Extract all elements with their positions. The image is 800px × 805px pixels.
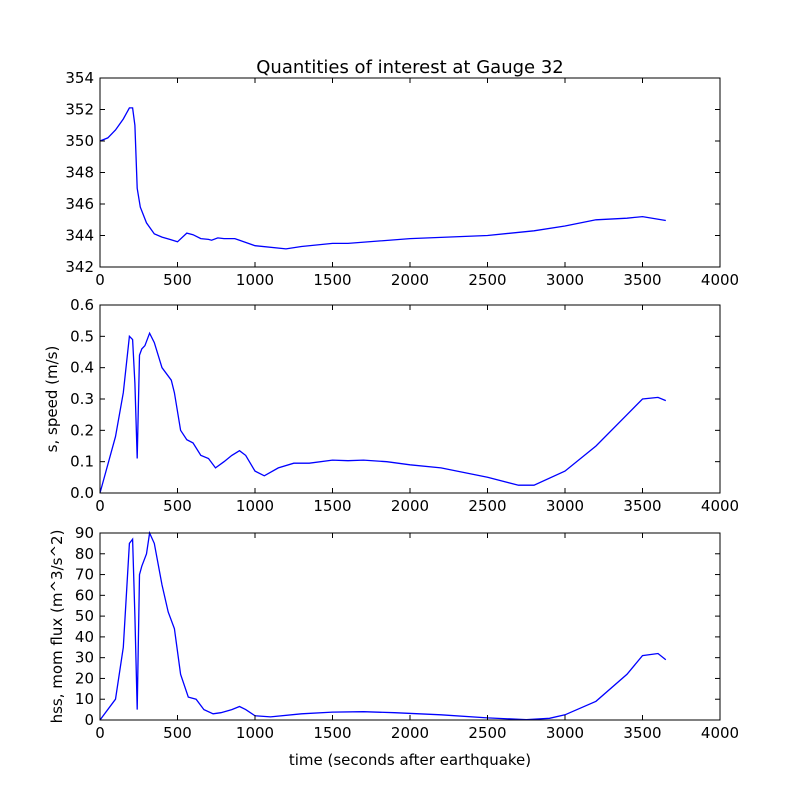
data-line [99, 530, 667, 721]
y-tick-label: 346 [65, 195, 94, 213]
x-tick-label: 3000 [546, 271, 584, 289]
y-tick-label: 0.0 [70, 484, 94, 502]
subplot-1: 0 500 1000 1500 2000 2500 3000 3500 4000 342 344 34… [65, 69, 739, 289]
x-tick-label: 4000 [701, 497, 739, 515]
y-tick-label: 50 [75, 607, 94, 625]
x-tick-label: 3500 [623, 271, 661, 289]
y-tick-label: 0.6 [70, 296, 94, 314]
y-tick-label: 90 [75, 524, 94, 542]
x-tick-label: 500 [163, 724, 192, 742]
x-tick-label: 3000 [546, 497, 584, 515]
x-tick-label: 2500 [468, 724, 506, 742]
y-tick-label: 70 [75, 566, 94, 584]
x-tick-label: 3000 [546, 724, 584, 742]
data-line [99, 331, 667, 494]
y-tick-label: 30 [75, 649, 94, 667]
y-tick-label: 0.4 [70, 359, 94, 377]
y-tick-label: 350 [65, 132, 94, 150]
y-tick-label: 10 [75, 690, 94, 708]
y-tick-label: 0.3 [70, 390, 94, 408]
chart-title: Quantities of interest at Gauge 32 [256, 57, 563, 78]
x-tick-label: 2000 [391, 271, 429, 289]
y-tick-label: 0.2 [70, 421, 94, 439]
y-tick-label: 352 [65, 101, 94, 119]
x-tick-label: 0 [95, 724, 105, 742]
y-tick-label: 0.5 [70, 327, 94, 345]
x-tick-label: 1500 [313, 497, 351, 515]
x-tick-label: 2500 [468, 271, 506, 289]
x-tick-label: 4000 [701, 271, 739, 289]
data-line [99, 107, 666, 250]
y-tick-label: 354 [65, 69, 94, 87]
x-tick-label: 4000 [701, 724, 739, 742]
x-tick-label: 2000 [391, 497, 429, 515]
y-tick-label: 348 [65, 164, 94, 182]
x-axis-label: time (seconds after earthquake) [289, 751, 531, 769]
x-tick-label: 2000 [391, 724, 429, 742]
x-tick-label: 1500 [313, 724, 351, 742]
y-axis-label: s, speed (m/s) [43, 346, 61, 453]
x-tick-label: 1000 [236, 724, 274, 742]
y-tick-label: 0.1 [70, 453, 94, 471]
y-tick-label: 344 [65, 227, 94, 245]
x-tick-label: 1000 [236, 271, 274, 289]
x-tick-label: 0 [95, 271, 105, 289]
y-tick-label: 20 [75, 669, 94, 687]
x-tick-label: 1000 [236, 497, 274, 515]
y-tick-label: 60 [75, 586, 94, 604]
x-tick-label: 500 [163, 271, 192, 289]
y-tick-label: 0 [84, 711, 94, 729]
y-axis-label: hss, mom flux (m^3/s^2) [48, 530, 66, 724]
subplot-3: 0 500 1000 1500 2000 2500 3000 3500 400001020304… [48, 524, 739, 742]
y-tick-label: 342 [65, 258, 94, 276]
x-tick-label: 3500 [623, 497, 661, 515]
y-tick-label: 80 [75, 545, 94, 563]
x-tick-label: 3500 [623, 724, 661, 742]
x-tick-label: 1500 [313, 271, 351, 289]
axes-frame [99, 532, 721, 721]
x-tick-label: 2500 [468, 497, 506, 515]
x-tick-label: 0 [95, 497, 105, 515]
y-tick-label: 40 [75, 628, 94, 646]
subplot-2: 0 500 1000 1500 2000 2500 3000 3500 4000 0.0 0.1 0.… [43, 296, 739, 515]
x-tick-label: 500 [163, 497, 192, 515]
